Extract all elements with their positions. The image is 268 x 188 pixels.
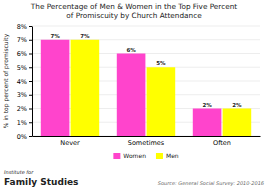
- data-label: 2%: [202, 102, 212, 108]
- x-tick: Sometimes: [128, 139, 165, 147]
- legend-swatch: [113, 153, 120, 159]
- y-tick-label: 6%: [17, 50, 27, 58]
- x-tick-label: Sometimes: [128, 139, 165, 147]
- y-tick-mark: [29, 67, 32, 68]
- y-tick-mark: [29, 26, 32, 27]
- y-label: % in top percent of promiscuity: [2, 33, 10, 128]
- y-tick-mark: [29, 54, 32, 55]
- y-tick-label: 3%: [17, 91, 27, 99]
- y-tick-label: 1%: [17, 119, 27, 127]
- x-tick: Often: [213, 139, 231, 147]
- y-tick-mark: [29, 81, 32, 82]
- plot: 0% 1% 2% 3% 4% 5% 6% 7% 8% 7% 6% 2% 7% 5% 2% Never Somet…: [17, 23, 261, 147]
- x-axis-line: [33, 136, 261, 137]
- y-tick: 1%: [17, 119, 32, 127]
- bars: [41, 40, 251, 136]
- data-label: 7%: [50, 33, 60, 39]
- y-axis: 0% 1% 2% 3% 4% 5% 6% 7% 8%: [17, 23, 33, 141]
- x-axis: Never Sometimes Often: [33, 137, 261, 147]
- bar: [117, 54, 146, 137]
- grid-line: [32, 26, 260, 27]
- y-axis-line: [32, 27, 33, 137]
- y-tick: 5%: [17, 64, 32, 72]
- data-label: 5%: [156, 60, 166, 66]
- annotation: Family Studies: [4, 177, 78, 187]
- legend-label: Men: [166, 152, 179, 159]
- chart: 0% 1% 2% 3% 4% 5% 6% 7% 8% 7% 6% 2% 7% 5% 2% Never Somet…: [0, 0, 268, 188]
- y-tick: 0%: [17, 133, 32, 141]
- y-tick-mark: [29, 95, 32, 96]
- annotation: Source: General Social Survey: 2010-2016: [158, 180, 264, 187]
- data-label: 2%: [232, 102, 242, 108]
- y-tick-mark: [29, 136, 32, 137]
- x-tick-label: Often: [213, 139, 231, 147]
- y-tick: 8%: [17, 23, 32, 31]
- bar: [193, 109, 222, 137]
- y-tick: 7%: [17, 36, 32, 44]
- y-tick: 2%: [17, 105, 32, 113]
- annotation: Institute for: [4, 169, 34, 175]
- y-tick-label: 5%: [17, 64, 27, 72]
- x-tick-label: Never: [60, 139, 80, 147]
- y-tick-label: 7%: [17, 36, 27, 44]
- y-tick: 4%: [17, 78, 32, 86]
- bar: [71, 40, 100, 136]
- y-tick-label: 2%: [17, 105, 27, 113]
- legend-label: Women: [123, 152, 146, 159]
- bar: [223, 109, 252, 137]
- grid: [32, 26, 260, 136]
- y-tick: 6%: [17, 50, 32, 58]
- legend-swatch: [156, 153, 163, 159]
- y-tick-mark: [29, 40, 32, 41]
- y-tick-label: 4%: [17, 78, 27, 86]
- data-label: 7%: [80, 33, 90, 39]
- legend: Women Men: [113, 152, 178, 159]
- y-tick-label: 0%: [17, 133, 27, 141]
- x-tick: Never: [60, 139, 80, 147]
- data-labels: 7% 6% 2% 7% 5% 2%: [50, 33, 242, 108]
- data-label: 6%: [126, 47, 136, 53]
- y-tick-mark: [29, 109, 32, 110]
- bar: [41, 40, 70, 136]
- y-tick-mark: [29, 122, 32, 123]
- legend-item: Men: [156, 152, 179, 159]
- title: The Percentage of Men & Women in the Top…: [30, 2, 237, 20]
- y-tick-label: 8%: [17, 23, 27, 31]
- legend-item: Women: [113, 152, 146, 159]
- bar: [147, 67, 176, 136]
- y-tick: 3%: [17, 91, 32, 99]
